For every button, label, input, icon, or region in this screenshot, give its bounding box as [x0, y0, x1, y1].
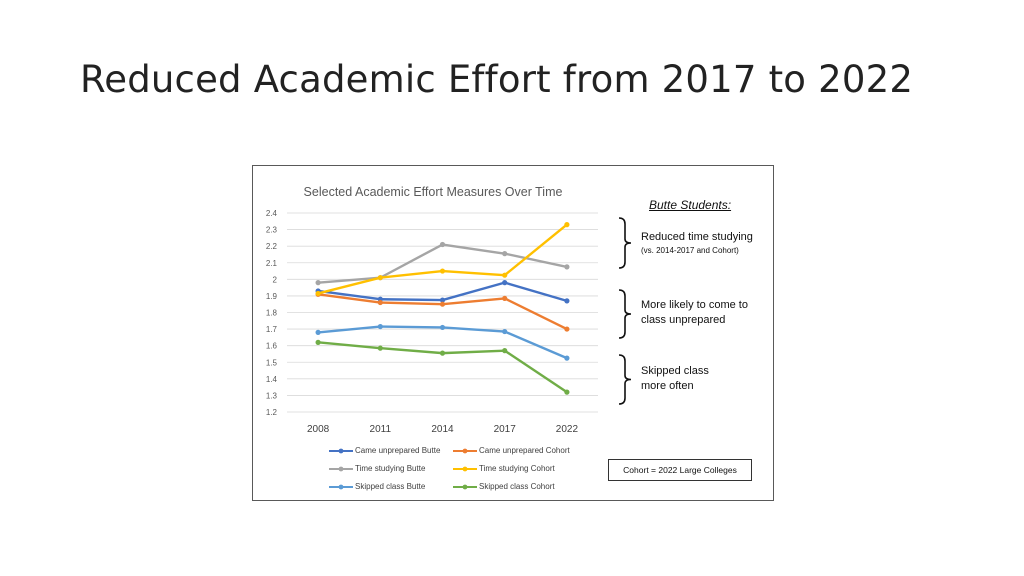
legend-label: Came unprepared Butte [355, 446, 441, 455]
y-tick-label: 1.2 [266, 408, 278, 417]
y-tick-label: 1.8 [266, 309, 278, 318]
annotation-line: Reduced time studying [641, 231, 753, 243]
line-chart: 1.2 1.3 1.4 1.5 1.6 1.7 1.8 1.9 2 2.1 2.2 2.3 2.4 20… [266, 209, 632, 435]
data-point [377, 323, 383, 330]
data-point [502, 280, 508, 286]
annotation-brackets [618, 217, 632, 405]
legend-item: Time studying Butte [329, 464, 425, 473]
annotation-time-studying: Reduced time studying (vs. 2014-2017 and… [641, 230, 769, 257]
series-skipped-class-cohort [315, 339, 570, 395]
annotation-line: Skipped class [641, 365, 709, 377]
data-point [439, 268, 446, 274]
legend-swatch [453, 448, 477, 453]
chart-frame: 1.2 1.3 1.4 1.5 1.6 1.7 1.8 1.9 2 2.1 2.2 2.3 2.4 20… [252, 165, 774, 501]
legend-swatch [329, 448, 353, 453]
y-tick-label: 1.9 [266, 292, 278, 301]
slide-title: Reduced Academic Effort from 2017 to 202… [80, 58, 914, 101]
chart-title: Selected Academic Effort Measures Over T… [303, 185, 563, 199]
data-point [377, 299, 383, 306]
legend-item: Skipped class Butte [329, 482, 425, 491]
y-tick-label: 2.4 [266, 209, 278, 218]
legend-swatch [329, 484, 353, 489]
data-point [315, 290, 321, 297]
annotation-line: More likely to come to [641, 299, 748, 311]
legend-swatch [329, 466, 353, 471]
y-tick-label: 1.4 [266, 375, 278, 384]
y-tick-label: 1.7 [266, 325, 278, 334]
y-axis-ticks: 1.2 1.3 1.4 1.5 1.6 1.7 1.8 1.9 2 2.1 2.2 2.3 2.4 [266, 209, 278, 417]
legend-item: Came unprepared Cohort [453, 446, 570, 455]
data-point [439, 241, 446, 248]
data-point [439, 301, 446, 307]
data-point [564, 389, 570, 395]
legend-label: Time studying Cohort [479, 464, 555, 473]
data-point [377, 345, 383, 351]
series-time-studying-cohort [315, 222, 570, 297]
curly-bracket [618, 289, 632, 339]
data-point [439, 324, 446, 331]
y-tick-label: 1.6 [266, 342, 278, 351]
y-tick-label: 2.3 [266, 226, 278, 235]
annotation-line: more often [641, 380, 694, 392]
data-point [502, 328, 508, 335]
series-skipped-class-butte [315, 323, 570, 361]
data-point [439, 350, 446, 356]
data-point [377, 275, 383, 281]
legend-label: Skipped class Cohort [479, 482, 555, 491]
annotation-subline: (vs. 2014-2017 and Cohort) [641, 246, 739, 255]
legend-item: Came unprepared Butte [329, 446, 440, 455]
data-point [439, 297, 446, 303]
annotation-line: class unprepared [641, 314, 726, 326]
cohort-note-box: Cohort = 2022 Large Colleges [608, 459, 752, 481]
x-tick-label: 2022 [556, 424, 579, 435]
data-point [564, 326, 570, 332]
data-point [502, 251, 508, 257]
x-tick-label: 2008 [307, 424, 330, 435]
series-line [317, 341, 568, 394]
data-point [564, 222, 570, 228]
data-point [502, 272, 508, 278]
curly-bracket [618, 217, 632, 269]
y-tick-label: 2 [273, 275, 278, 284]
legend-item: Time studying Cohort [453, 464, 555, 473]
y-tick-label: 2.2 [266, 242, 278, 251]
series-lines [315, 222, 570, 395]
data-point [315, 280, 321, 286]
data-point [315, 329, 321, 335]
curly-bracket [618, 354, 632, 405]
data-point [564, 264, 570, 270]
data-point [564, 298, 570, 304]
data-point [502, 348, 508, 354]
y-tick-label: 2.1 [266, 259, 278, 268]
x-tick-label: 2017 [494, 424, 517, 435]
sidebar-heading: Butte Students: [649, 198, 732, 212]
data-point [315, 339, 321, 345]
legend-item: Skipped class Cohort [453, 482, 555, 491]
y-tick-label: 1.3 [266, 391, 278, 400]
annotation-skipped: Skipped class more often [641, 364, 769, 394]
legend-label: Came unprepared Cohort [479, 446, 570, 455]
legend-swatch [453, 484, 477, 489]
legend-swatch [453, 466, 477, 471]
annotation-unprepared: More likely to come to class unprepared [641, 298, 769, 328]
data-point [502, 295, 508, 302]
x-axis-ticks: 2008 2011 2014 2017 2022 [307, 424, 578, 435]
data-point [564, 355, 570, 361]
x-tick-label: 2014 [431, 424, 454, 435]
legend-label: Skipped class Butte [355, 482, 426, 491]
series-time-studying-butte [315, 241, 570, 286]
series-line [318, 243, 568, 284]
legend-label: Time studying Butte [355, 464, 426, 473]
x-tick-label: 2011 [370, 424, 392, 435]
y-tick-label: 1.5 [266, 358, 278, 367]
